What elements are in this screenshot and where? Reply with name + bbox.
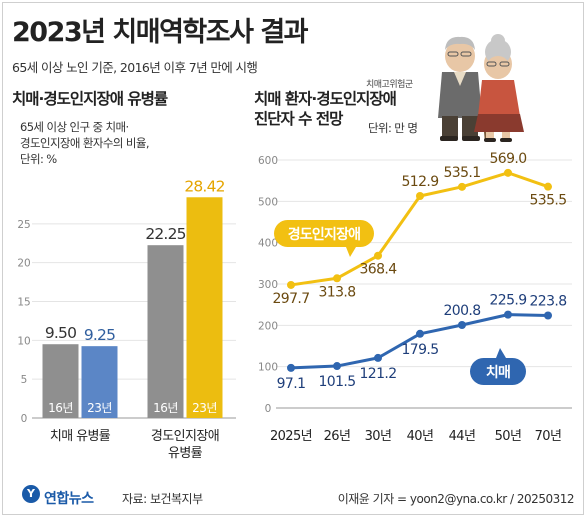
bar: [186, 197, 223, 418]
bar-y-tick-label: 10: [17, 335, 30, 347]
line-value-label: 101.5: [318, 374, 355, 390]
line-x-tick-label: 50년: [495, 429, 522, 444]
line-chart-small-label: 치매고위험군: [366, 80, 413, 90]
bar-series-label: 23년: [192, 401, 217, 415]
line-chart-title-line: 진단자 수 전망: [254, 110, 343, 129]
line-y-tick-label: 500: [258, 196, 278, 208]
line-value-label: 313.8: [318, 284, 355, 300]
legend-callout-mci: [274, 220, 374, 247]
line-y-tick-label: 600: [258, 155, 278, 167]
line-value-label: 569.0: [489, 151, 526, 167]
legend-label: 치매: [486, 365, 510, 381]
line-x-tick-label: 2025년: [270, 429, 312, 444]
line-point: [333, 362, 341, 371]
yonhap-logo-icon: Y: [22, 485, 40, 503]
bar-category-label: 경도인지장애: [151, 429, 219, 444]
line-x-tick-label: 30년: [365, 429, 392, 444]
line-point: [416, 329, 424, 338]
bar-category-label: 유병률: [168, 446, 203, 461]
line-point: [287, 280, 295, 289]
legend-callout-dementia: [470, 358, 526, 385]
legend-callout-dementia-pointer: [496, 348, 506, 358]
bar-y-tick-label: 15: [17, 297, 30, 309]
frame: [2, 2, 584, 515]
line-chart-unit: 단위: 만 명: [368, 121, 418, 135]
line-value-label: 512.9: [401, 174, 438, 190]
bar-chart-note-line: 단위: %: [20, 151, 57, 166]
footer-credit: 이재윤 기자 = yoon2@yna.co.kr / 20250312: [337, 492, 575, 506]
bar-category-label: 치매 유병률: [50, 429, 111, 444]
line-value-label: 297.7: [272, 291, 309, 307]
bar: [42, 344, 79, 418]
line-point: [504, 168, 512, 177]
line-value-label: 179.5: [401, 342, 438, 358]
bar: [147, 245, 184, 418]
bar-y-tick-label: 5: [21, 374, 28, 386]
line-point: [374, 251, 382, 260]
line-value-label: 223.8: [529, 293, 566, 309]
bar-chart-note-line: 경도인지장애 환자수의 비율,: [20, 135, 150, 150]
line-chart-title-line: 치매 환자·경도인지장애: [254, 90, 397, 108]
bar-value-label: 28.42: [184, 177, 224, 195]
line-point: [504, 310, 512, 319]
page-title: 2023년 치매역학조사 결과: [12, 17, 309, 48]
line-point: [544, 182, 552, 191]
line-y-tick-label: 400: [258, 238, 278, 250]
line-y-tick-label: 300: [258, 279, 278, 291]
line-value-label: 121.2: [359, 366, 396, 382]
line-point: [333, 274, 341, 283]
bar-value-label: 22.25: [145, 225, 185, 243]
bar-y-tick-label: 0: [21, 413, 28, 425]
line-x-tick-label: 70년: [535, 429, 562, 444]
line-y-tick-label: 100: [258, 362, 278, 374]
line-point: [544, 311, 552, 320]
bar-chart-note: 65세 이상 인구 중 치매· 경도인지장애 환자수의 비율, 단위: %: [20, 120, 150, 168]
line-value-label: 97.1: [277, 376, 306, 392]
line-value-label: 535.1: [443, 165, 480, 181]
footer-logo: 연합뉴스: [44, 491, 94, 507]
line-y-tick-label: 200: [258, 320, 278, 332]
footer-source: 자료: 보건복지부: [122, 492, 203, 506]
line-x-tick-label: 26년: [324, 429, 351, 444]
bar-series-label: 23년: [87, 401, 112, 415]
line-value-label: 368.4: [359, 262, 397, 278]
legend-callout-mci-pointer: [346, 247, 356, 257]
line-point: [416, 192, 424, 201]
line-point: [458, 321, 466, 330]
line-x-tick-label: 40년: [407, 429, 434, 444]
line-point: [374, 353, 382, 362]
line-value-label: 225.9: [489, 293, 526, 309]
bar-chart-title: 치매·경도인지장애 유병률: [12, 90, 168, 108]
bar-value-label: 9.25: [84, 326, 115, 344]
line-point: [287, 363, 295, 372]
legend-label: 경도인지장애: [288, 226, 360, 243]
line-value-label: 200.8: [443, 303, 480, 319]
line-y-tick-label: 0: [265, 403, 272, 415]
bar-y-tick-label: 20: [17, 258, 30, 270]
bar-series-label: 16년: [153, 401, 178, 415]
page-subtitle: 65세 이상 노인 기준, 2016년 이후 7년 만에 시행: [12, 60, 258, 75]
line-x-tick-label: 44년: [449, 429, 476, 444]
bar: [81, 346, 118, 418]
bar-value-label: 9.50: [45, 324, 76, 342]
line-chart-title: 치매 환자·경도인지장애 진단자 수 전망: [254, 89, 397, 130]
line-point: [458, 182, 466, 191]
line-value-label: 535.5: [529, 193, 566, 209]
bar-chart-note-line: 65세 이상 인구 중 치매·: [20, 120, 129, 134]
bar-y-tick-label: 25: [17, 219, 30, 231]
bar-series-label: 16년: [48, 401, 73, 415]
